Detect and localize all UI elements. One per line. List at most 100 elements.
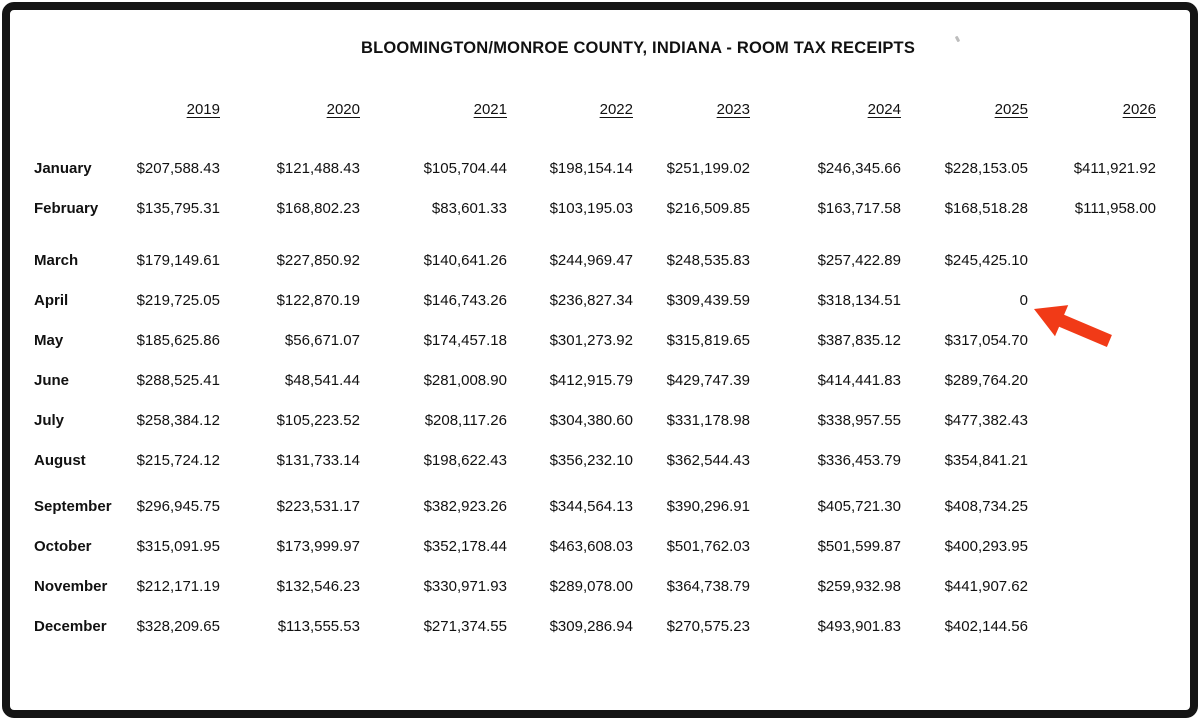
table-row: June $288,525.41 $48,541.44 $281,008.90 $412… — [34, 360, 1156, 400]
receipt-value: $259,932.98 — [817, 577, 901, 595]
table-row: February $135,795.31 $168,802.23 $83,601.33… — [34, 188, 1156, 228]
month-label: May — [34, 331, 64, 349]
receipt-value: $228,153.05 — [944, 159, 1028, 177]
month-label: January — [34, 159, 92, 177]
receipt-value: $236,827.34 — [549, 291, 633, 309]
receipt-value: $103,195.03 — [549, 199, 633, 217]
arrow-shape — [1034, 305, 1112, 347]
year-header: 2021 — [473, 100, 507, 118]
receipt-value: $318,134.51 — [817, 291, 901, 309]
receipt-value: $251,199.02 — [666, 159, 750, 177]
year-header: 2024 — [867, 100, 901, 118]
receipt-value: $132,546.23 — [276, 577, 360, 595]
receipt-value: $212,171.19 — [136, 577, 220, 595]
year-header: 2019 — [186, 100, 220, 118]
receipt-value: $364,738.79 — [666, 577, 750, 595]
receipt-value: $317,054.70 — [944, 331, 1028, 349]
page-title: BLOOMINGTON/MONROE COUNTY, INDIANA - ROO… — [360, 39, 916, 57]
receipt-value: $411,921.92 — [1073, 159, 1156, 177]
table-row: July $258,384.12 $105,223.52 $208,117.26 $30… — [34, 400, 1156, 440]
receipt-value: $338,957.55 — [817, 411, 901, 429]
year-header: 2022 — [599, 100, 633, 118]
receipt-value: $168,518.28 — [944, 199, 1028, 217]
receipt-value: $408,734.25 — [944, 497, 1028, 515]
month-label: July — [34, 411, 65, 429]
receipt-value: $463,608.03 — [549, 537, 633, 555]
receipt-value: $168,802.23 — [276, 199, 360, 217]
receipt-value: $441,907.62 — [944, 577, 1028, 595]
receipt-value: $245,425.10 — [944, 251, 1028, 269]
month-label: June — [34, 371, 70, 389]
table-row: November $212,171.19 $132,546.23 $330,971.9… — [34, 566, 1156, 606]
receipt-value: $382,923.26 — [423, 497, 507, 515]
month-label: April — [34, 291, 69, 309]
receipt-value: $198,622.43 — [423, 451, 507, 469]
receipt-value: $56,671.07 — [284, 331, 360, 349]
receipt-value: $390,296.91 — [666, 497, 750, 515]
year-header-row: 2019 2020 2021 2022 2023 2024 2025 2026 — [34, 96, 1156, 122]
receipt-value: $131,733.14 — [276, 451, 360, 469]
receipt-value: $309,286.94 — [549, 617, 633, 635]
receipt-value: $412,915.79 — [549, 371, 633, 389]
year-header: 2023 — [716, 100, 750, 118]
month-label: September — [34, 497, 112, 515]
receipt-value: $146,743.26 — [423, 291, 507, 309]
receipt-value: $219,725.05 — [136, 291, 220, 309]
receipt-value: $111,958.00 — [1074, 199, 1156, 217]
receipt-value: $179,149.61 — [136, 251, 220, 269]
month-label: October — [34, 537, 92, 555]
receipt-value: $405,721.30 — [817, 497, 901, 515]
receipt-value: $344,564.13 — [549, 497, 633, 515]
month-label: November — [34, 577, 108, 595]
receipt-value: $48,541.44 — [284, 371, 360, 389]
receipt-value: $271,374.55 — [423, 617, 507, 635]
table-row: March $179,149.61 $227,850.92 $140,641.26 $2… — [34, 240, 1156, 280]
receipt-value: $113,555.53 — [277, 617, 360, 635]
receipt-value: $288,525.41 — [136, 371, 220, 389]
year-header: 2020 — [326, 100, 360, 118]
table-row: August $215,724.12 $131,733.14 $198,622.43 $… — [34, 440, 1156, 480]
receipt-value: $289,764.20 — [944, 371, 1028, 389]
receipt-value: $270,575.23 — [666, 617, 750, 635]
receipt-value: $244,969.47 — [549, 251, 633, 269]
receipt-value: $315,091.95 — [136, 537, 220, 555]
receipt-value: $493,901.83 — [817, 617, 901, 635]
table-row: October $315,091.95 $173,999.97 $352,178.44… — [34, 526, 1156, 566]
month-label: December — [34, 617, 107, 635]
receipt-value: $216,509.85 — [666, 199, 750, 217]
receipt-value: $429,747.39 — [666, 371, 750, 389]
year-header: 2026 — [1122, 100, 1156, 118]
month-label: February — [34, 199, 99, 217]
red-arrow-annotation — [1028, 299, 1128, 359]
receipt-value: $135,795.31 — [136, 199, 220, 217]
receipt-value: $248,535.83 — [666, 251, 750, 269]
receipt-value: $315,819.65 — [666, 331, 750, 349]
table-row: September $296,945.75 $223,531.17 $382,923.… — [34, 486, 1156, 526]
receipt-value: $296,945.75 — [136, 497, 220, 515]
receipt-value: $328,209.65 — [136, 617, 220, 635]
receipt-value: $281,008.90 — [423, 371, 507, 389]
receipt-value: $223,531.17 — [276, 497, 360, 515]
receipts-table: January $207,588.43 $121,488.43 $105,704.44… — [34, 148, 1156, 646]
arrow-icon — [1034, 305, 1112, 347]
receipt-value: $330,971.93 — [423, 577, 507, 595]
receipt-value: $163,717.58 — [817, 199, 901, 217]
receipt-value: $140,641.26 — [423, 251, 507, 269]
receipt-value: $362,544.43 — [666, 451, 750, 469]
receipt-value: $83,601.33 — [431, 199, 507, 217]
receipt-value: $354,841.21 — [944, 451, 1028, 469]
receipt-value: $105,704.44 — [423, 159, 507, 177]
month-label: March — [34, 251, 79, 269]
receipt-value: $501,599.87 — [817, 537, 901, 555]
receipt-value: $336,453.79 — [817, 451, 901, 469]
receipt-value: $501,762.03 — [666, 537, 750, 555]
receipt-value: $477,382.43 — [944, 411, 1028, 429]
table-row: May $185,625.86 $56,671.07 $174,457.18 $301,… — [34, 320, 1156, 360]
receipt-value: $331,178.98 — [666, 411, 750, 429]
receipt-value: $402,144.56 — [944, 617, 1028, 635]
month-label: August — [34, 451, 86, 469]
receipt-value: $173,999.97 — [276, 537, 360, 555]
receipt-value: $121,488.43 — [276, 159, 360, 177]
receipt-value: $122,870.19 — [276, 291, 360, 309]
